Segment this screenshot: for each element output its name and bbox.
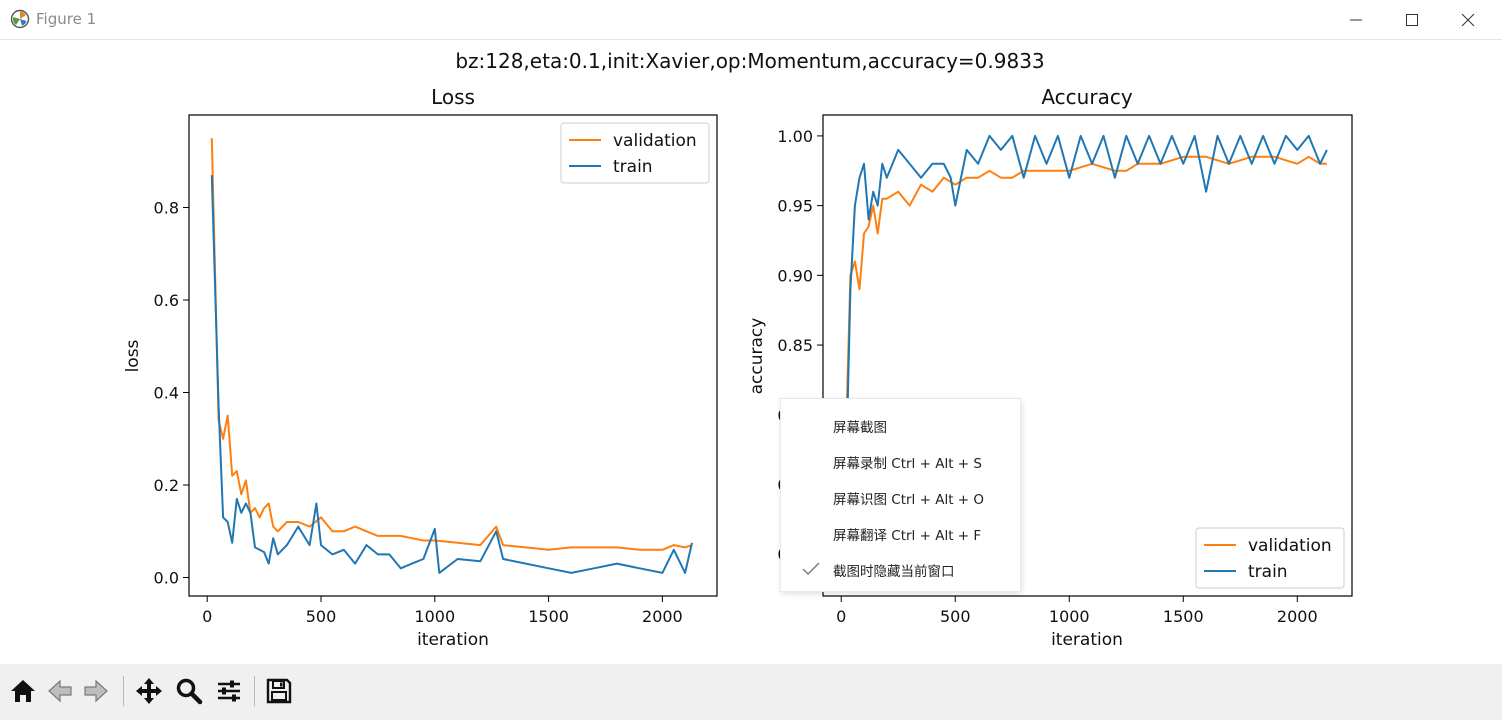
minimize-button[interactable] [1328, 0, 1384, 40]
accuracy-legend-box [1195, 527, 1345, 589]
loss-xtick-label: 2000 [642, 607, 683, 626]
pan-button[interactable] [132, 674, 166, 708]
loss-ytick-label: 0.2 [154, 476, 179, 495]
loss-ylabel: loss [123, 339, 143, 372]
close-button[interactable] [1440, 0, 1496, 40]
accuracy-ytick-label: 0.90 [777, 266, 813, 285]
accuracy-xtick-label: 2000 [1277, 607, 1318, 626]
accuracy-legend: validation train [1195, 527, 1345, 589]
loss-xlabel: iteration [417, 630, 489, 650]
maximize-icon [1406, 14, 1418, 26]
loss-xtick-label: 0 [202, 607, 212, 626]
loss-ytick-label: 0.6 [154, 291, 179, 310]
figure-canvas[interactable]: bz:128,eta:0.1,init:Xavier,op:Momentum,a… [0, 40, 1502, 664]
accuracy-title: Accuracy [1041, 85, 1132, 109]
accuracy-xtick-label: 1000 [1049, 607, 1090, 626]
accuracy-ytick-label: 1.00 [777, 127, 813, 146]
context-menu-item-hide-window[interactable]: 截图时隐藏当前窗口 [833, 564, 955, 580]
toolbar-separator [254, 676, 255, 706]
maximize-button[interactable] [1384, 0, 1440, 40]
pan-icon [136, 678, 162, 704]
navigation-toolbar [0, 664, 1502, 720]
save-button[interactable] [262, 674, 296, 708]
context-menu-item-ocr[interactable]: 屏幕识图 Ctrl + Alt + O [833, 492, 985, 508]
loss-xtick-label: 1000 [414, 607, 455, 626]
context-menu-item-record[interactable]: 屏幕录制 Ctrl + Alt + S [833, 456, 982, 472]
loss-legend-label-validation: validation [613, 131, 697, 151]
window-titlebar: Figure 1 [0, 0, 1502, 40]
accuracy-legend-label-validation: validation [1248, 536, 1332, 556]
loss-plot-background [189, 115, 717, 596]
configure-subplots-button[interactable] [212, 674, 246, 708]
loss-axes: Loss iteration loss 0 500 1000 1500 2000 0.0 0… [123, 85, 718, 650]
window-title: Figure 1 [36, 10, 97, 28]
accuracy-xtick-label: 0 [836, 607, 846, 626]
loss-xtick-label: 500 [306, 607, 337, 626]
accuracy-axes-frame [822, 114, 1353, 597]
context-menu: 屏幕截图 屏幕录制 Ctrl + Alt + S 屏幕识图 Ctrl + Alt… [780, 398, 1021, 592]
figure-svg: bz:128,eta:0.1,init:Xavier,op:Momentum,a… [123, 49, 1353, 650]
loss-legend: validation train [560, 122, 710, 184]
loss-ytick-label: 0.4 [154, 384, 179, 403]
loss-title: Loss [431, 85, 475, 109]
context-menu-item-screenshot[interactable]: 屏幕截图 [833, 420, 887, 436]
loss-series-train [210, 175, 693, 574]
close-icon [1461, 13, 1475, 27]
save-icon [266, 678, 292, 704]
configure-subplots-icon [218, 680, 240, 702]
loss-legend-box [560, 122, 710, 184]
accuracy-ylabel: accuracy [747, 318, 767, 395]
forward-button[interactable] [79, 674, 113, 708]
forward-arrow-icon [84, 679, 108, 703]
matplotlib-logo-icon [10, 9, 30, 29]
loss-ytick-label: 0.8 [154, 199, 179, 218]
minimize-icon [1350, 19, 1362, 21]
home-icon [11, 680, 35, 702]
loss-legend-label-train: train [613, 157, 653, 177]
toolbar-separator [123, 676, 124, 706]
context-menu-item-translate[interactable]: 屏幕翻译 Ctrl + Alt + F [833, 528, 982, 544]
home-button[interactable] [6, 674, 40, 708]
back-button[interactable] [43, 674, 77, 708]
accuracy-xlabel: iteration [1051, 630, 1123, 650]
loss-xtick-label: 1500 [528, 607, 569, 626]
checkmark-icon [802, 562, 820, 575]
figure-suptitle: bz:128,eta:0.1,init:Xavier,op:Momentum,a… [455, 49, 1044, 73]
accuracy-legend-label-train: train [1248, 562, 1288, 582]
loss-ytick-label: 0.0 [154, 569, 179, 588]
accuracy-ytick-label: 0.95 [777, 197, 813, 216]
accuracy-ytick-label: 0.85 [777, 336, 813, 355]
loss-series-validation [210, 138, 693, 551]
zoom-icon [176, 678, 203, 705]
accuracy-series-validation [844, 155, 1327, 443]
back-arrow-icon [48, 679, 72, 703]
loss-axes-frame [188, 114, 718, 597]
accuracy-series-train [844, 134, 1328, 485]
zoom-button[interactable] [172, 674, 206, 708]
accuracy-xtick-label: 1500 [1163, 607, 1204, 626]
accuracy-xtick-label: 500 [940, 607, 971, 626]
